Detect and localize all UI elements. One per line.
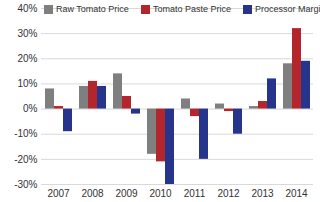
svg-text:40%: 40% [17,3,37,14]
svg-text:0%: 0% [23,103,38,114]
svg-text:2010: 2010 [149,188,172,199]
svg-text:2013: 2013 [251,188,274,199]
svg-text:-30%: -30% [14,179,37,190]
svg-text:2009: 2009 [115,188,138,199]
svg-text:-10%: -10% [14,128,37,139]
html-text:Raw Tomato Price: Raw Tomato Price [56,4,129,14]
svg-text:2007: 2007 [47,188,70,199]
html-text:Tomato Paste Price: Tomato Paste Price [152,4,231,14]
svg-text:10%: 10% [17,78,37,89]
svg-text:2014: 2014 [285,188,308,199]
svg-text:2008: 2008 [81,188,104,199]
svg-text:2011: 2011 [184,188,206,199]
svg-text:30%: 30% [17,28,37,39]
svg-text:20%: 20% [17,53,37,64]
svg-text:-20%: -20% [14,154,37,165]
svg-text:2012: 2012 [217,188,240,199]
